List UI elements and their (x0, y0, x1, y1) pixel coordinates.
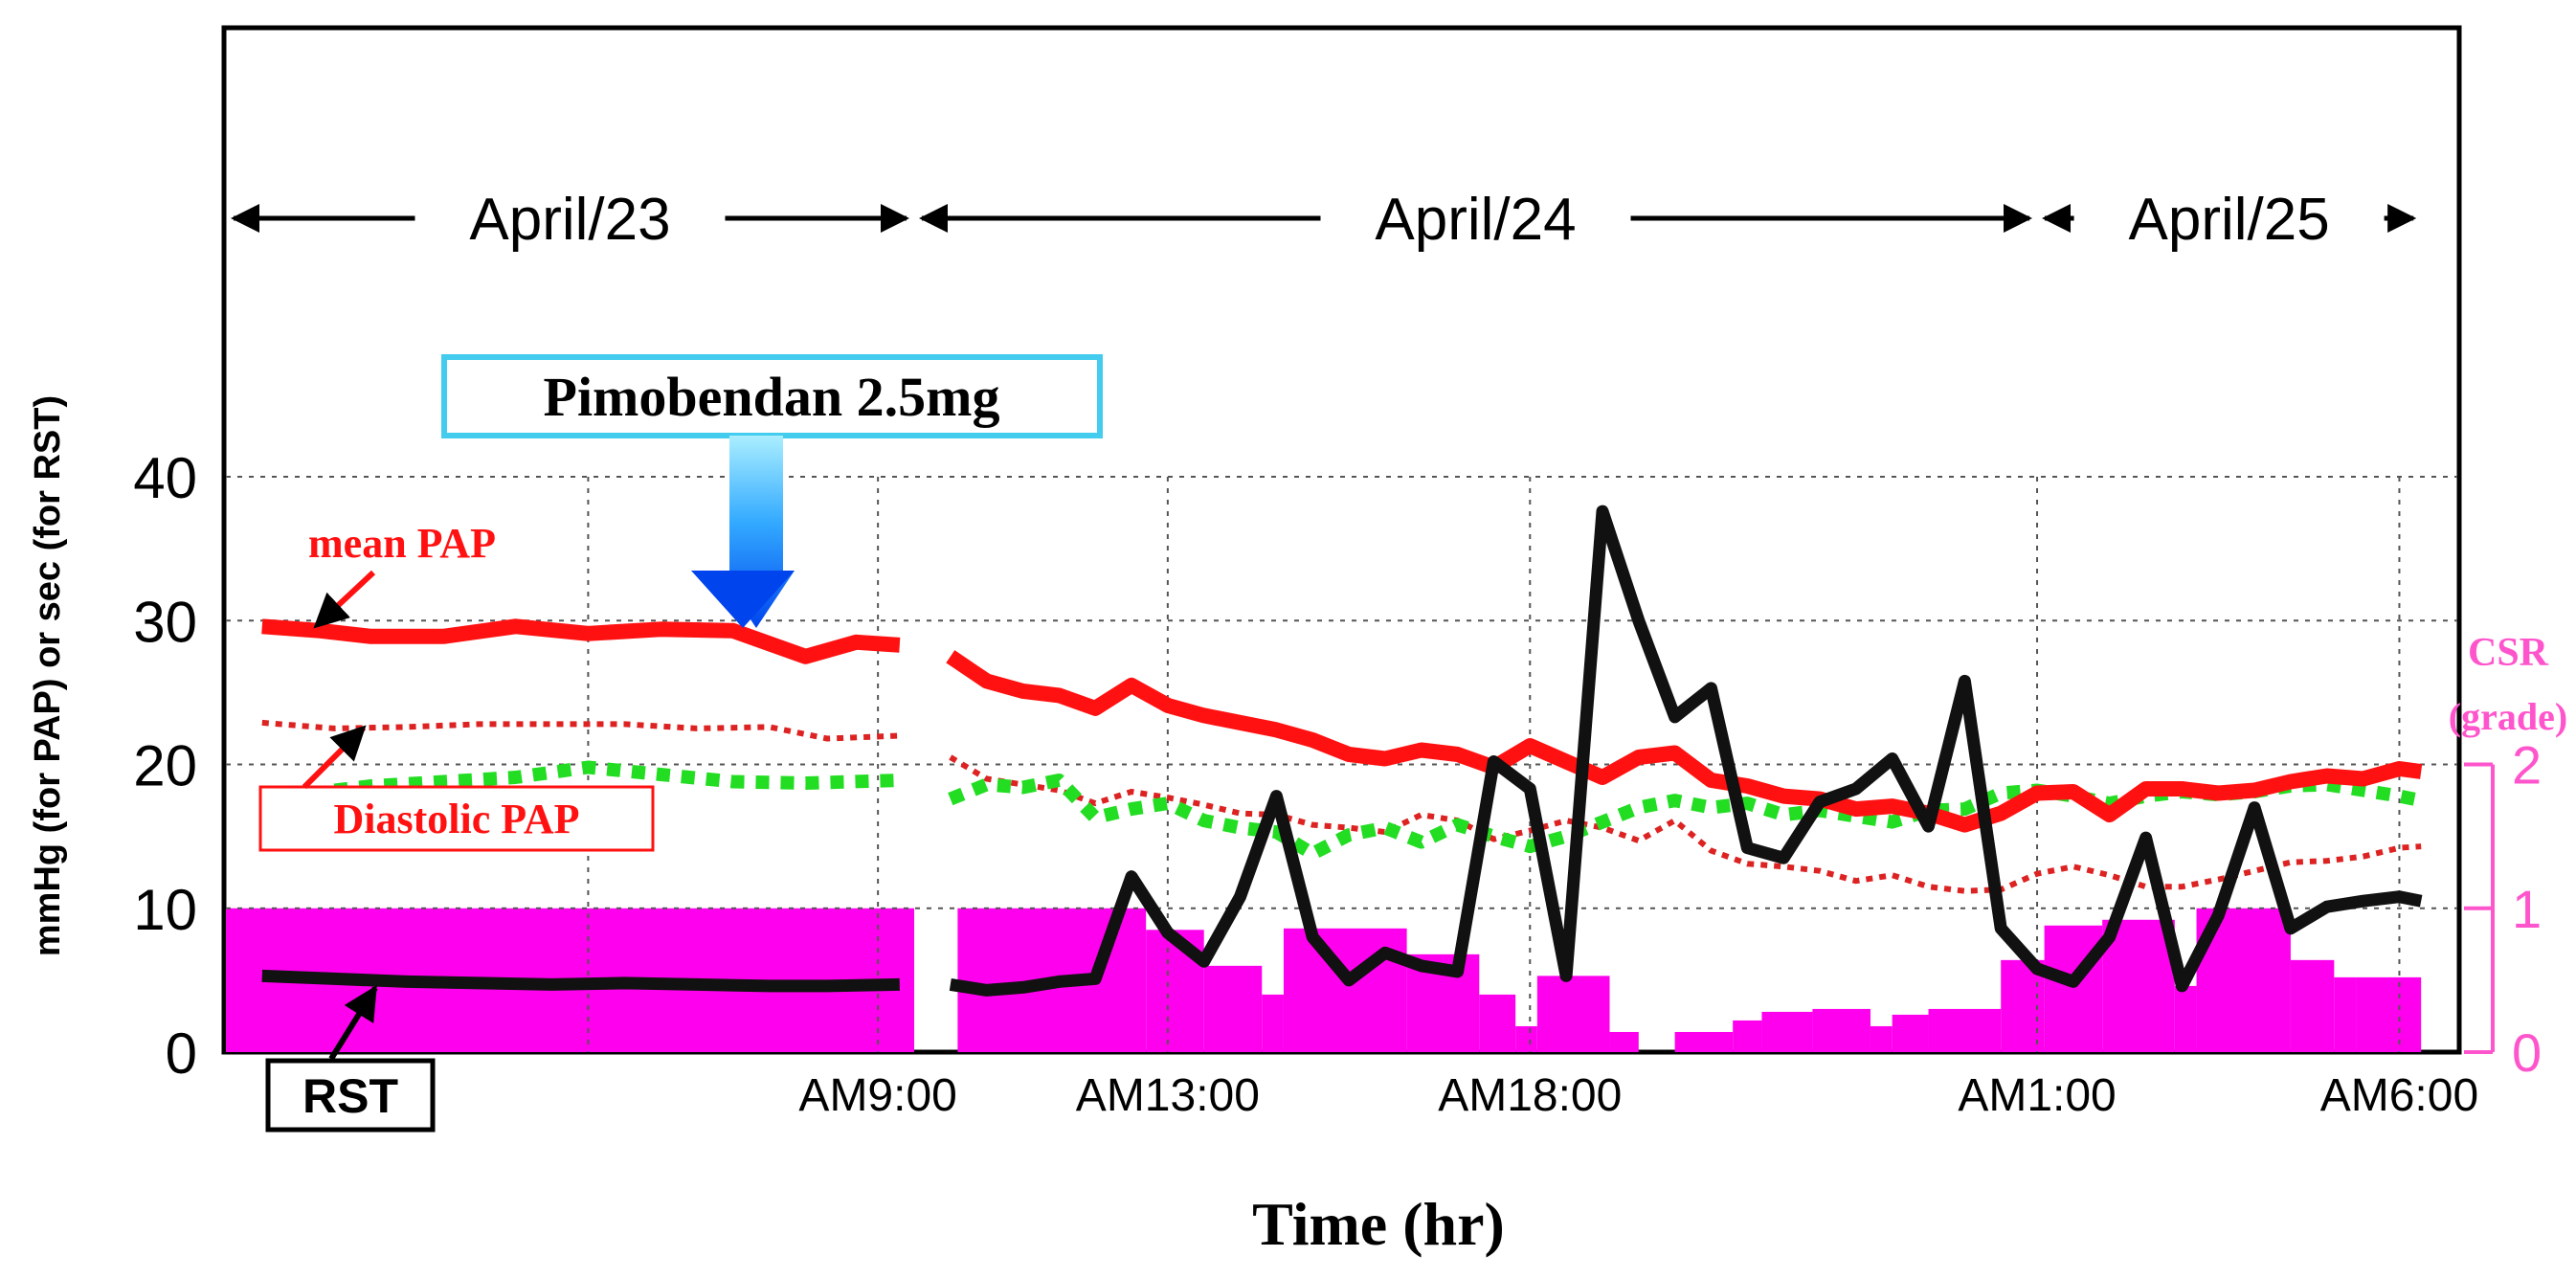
csr-bar (2102, 919, 2175, 1052)
date-range-label: April/25 (2128, 187, 2329, 253)
diastolic-pap-label-box (258, 785, 655, 852)
csr-bar (2174, 985, 2197, 1052)
x-tick-label: AM1:00 (1958, 1070, 2116, 1121)
diastolic-pap-pointer (302, 725, 367, 790)
csr-bar (2334, 976, 2357, 1052)
rst-pointer (328, 984, 378, 1061)
y-tick-label: 40 (133, 446, 197, 510)
series-line (261, 969, 900, 993)
csr-bar (1674, 1031, 1734, 1052)
csr-bar (2356, 976, 2422, 1052)
csr-bar (1928, 1008, 2002, 1052)
series-line (261, 719, 900, 742)
csr-bar (1892, 1014, 1929, 1052)
diastolic-pap-label: Diastolic PAP (333, 796, 579, 842)
y-axis-title: mmHg (for PAP) or sec (for RST) (28, 395, 68, 956)
csr-tick-label: 1 (2512, 879, 2542, 939)
csr-bar (1761, 1011, 1813, 1052)
rst-label-box (265, 1058, 436, 1133)
rst-label: RST (302, 1069, 398, 1123)
series-line (261, 618, 901, 664)
x-tick-label: AM13:00 (1076, 1070, 1260, 1121)
csr-bar (1870, 1025, 1893, 1052)
series-line (333, 760, 901, 797)
date-range-label: April/24 (1375, 187, 1576, 253)
csr-axis-subtitle: (grade) (2449, 695, 2567, 738)
csr-bar (1515, 1025, 1537, 1052)
x-tick-label: AM18:00 (1438, 1070, 1622, 1121)
mean-pap-label: mean PAP (308, 520, 496, 567)
csr-tick-label: 0 (2512, 1022, 2542, 1083)
csr-bar (1283, 928, 1407, 1052)
csr-bar (1479, 994, 1516, 1052)
csr-bar (1812, 1008, 1870, 1052)
csr-bar (1262, 994, 1284, 1052)
csr-bar (2290, 959, 2335, 1052)
y-tick-label: 20 (133, 734, 197, 798)
csr-bar (1203, 965, 1263, 1052)
y-tick-label: 10 (133, 878, 197, 942)
date-range-label: April/23 (469, 187, 670, 253)
y-tick-label: 30 (133, 590, 197, 654)
drug-label-box (441, 354, 1103, 438)
drug-arrow-head (691, 571, 795, 628)
series-line (946, 650, 2423, 833)
csr-bar (2044, 925, 2103, 1052)
csr-axis-title: CSR (2468, 631, 2549, 675)
csr-tick-label: 2 (2512, 735, 2542, 796)
mean-pap-pointer (313, 570, 376, 629)
x-axis-title: Time (hr) (1252, 1190, 1505, 1258)
series-line (949, 754, 2422, 894)
csr-bar (1733, 1020, 1762, 1052)
series-line (949, 505, 2423, 997)
x-tick-label: AM6:00 (2320, 1070, 2478, 1121)
x-tick-label: AM9:00 (798, 1070, 956, 1121)
y-tick-label: 0 (166, 1021, 197, 1086)
drug-label: Pimobendan 2.5mg (544, 366, 1000, 428)
csr-bar (1536, 976, 1610, 1052)
csr-bar (1609, 1031, 1639, 1052)
